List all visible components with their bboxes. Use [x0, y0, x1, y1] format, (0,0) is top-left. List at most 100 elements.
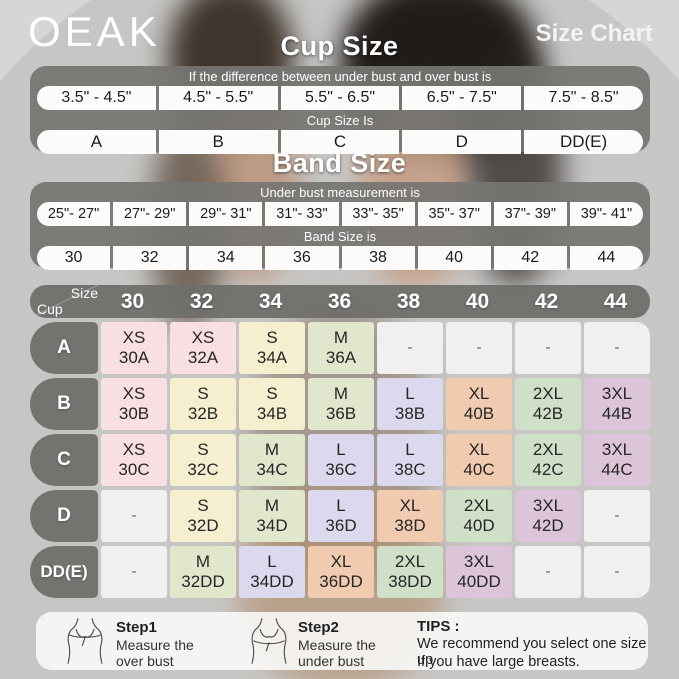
measurement-info-bar: Step1 Measure the over bust Step2 Measur… [36, 612, 648, 670]
band-size-panel: Under bust measurement is 25"- 27" 27"- 2… [30, 182, 650, 270]
size-cell: 2XL 38DD [377, 546, 443, 598]
band-size-is-caption: Band Size is [303, 229, 377, 244]
cup-letter-cell: B [158, 130, 278, 154]
brand-logo: OEAK [28, 8, 161, 55]
empty-size-cell: - [584, 322, 650, 374]
size-cell: M 32DD [170, 546, 236, 598]
size-cell: XS 30A [101, 322, 167, 374]
matrix-row: DD(E) - M 32DD L 34DD XL 36DD 2XL 38DD 3XL 40DD - - [30, 546, 650, 598]
tips-label: TIPS : [417, 618, 460, 635]
band-number-cell: 32 [113, 246, 187, 270]
cup-size-title: Cup Size [280, 31, 399, 61]
cup-letter-cell: A [37, 130, 156, 154]
size-col-header: 34 [258, 289, 283, 313]
empty-size-cell: - [101, 546, 167, 598]
band-range-row: 25"- 27" 27"- 29" 29"- 31" 31"- 33" 33"- 35"… [37, 202, 643, 226]
size-cell: 2XL 40D [446, 490, 512, 542]
cup-letter-row: A B C D DD(E) [37, 130, 643, 154]
size-cell: L 36D [308, 490, 374, 542]
measure-over-bust-icon [67, 618, 103, 664]
step1-label: Step1 [116, 619, 157, 636]
matrix-row: D - S 32D M 34D L 36D XL 38D 2XL 40D 3XL 42D - [30, 490, 650, 542]
band-number-cell: 36 [265, 246, 339, 270]
cup-range-cell: 6.5" - 7.5" [402, 86, 522, 110]
band-number-cell: 34 [189, 246, 263, 270]
corner-size-label: Size [70, 285, 98, 301]
cup-range-cell: 4.5" - 5.5" [158, 86, 278, 110]
band-range-cell: 35"- 37" [417, 202, 491, 226]
underbust-caption: Under bust measurement is [260, 185, 420, 200]
band-number-cell: 44 [569, 246, 643, 270]
corner-cup-label: Cup [37, 301, 63, 317]
size-cell: XL 40B [446, 378, 512, 430]
band-range-cell: 27"- 29" [113, 202, 187, 226]
band-range-cell: 31"- 33" [265, 202, 339, 226]
size-cell: 3XL 42D [515, 490, 581, 542]
cup-range-cell: 7.5" - 8.5" [524, 86, 643, 110]
band-range-cell: 29"- 31" [189, 202, 263, 226]
cup-range-cell: 3.5" - 4.5" [37, 86, 156, 110]
step2-label: Step2 [298, 619, 339, 636]
empty-size-cell: - [515, 322, 581, 374]
size-col-header: 32 [189, 289, 214, 313]
band-number-row: 30 32 34 36 38 40 42 44 [37, 246, 643, 270]
cup-letter-cell: D [402, 130, 522, 154]
cup-row-pill: C [30, 434, 98, 486]
size-col-header: 42 [534, 289, 559, 313]
band-number-cell: 38 [341, 246, 415, 270]
cup-size-panel: If the difference between under bust and… [30, 66, 650, 154]
empty-size-cell: - [584, 490, 650, 542]
size-col-header: 38 [396, 289, 421, 313]
cup-diff-caption: If the difference between under bust and… [188, 69, 492, 84]
band-range-cell: 37"- 39" [493, 202, 567, 226]
cup-row-pill: B [30, 378, 98, 430]
size-cell: M 34C [239, 434, 305, 486]
size-col-header: 44 [603, 289, 628, 313]
matrix-row: C XS 30C S 32C M 34C L 36C L 38C XL 40C 2XL 42C 3XL 44C [30, 434, 650, 486]
empty-size-cell: - [101, 490, 167, 542]
cup-range-row: 3.5" - 4.5" 4.5" - 5.5" 5.5" - 6.5" 6.5" - … [37, 86, 643, 110]
size-cell: L 36C [308, 434, 374, 486]
matrix-header: Size Cup 30 32 34 36 38 40 42 44 [30, 285, 650, 318]
band-number-cell: 30 [37, 246, 111, 270]
empty-size-cell: - [515, 546, 581, 598]
measure-under-bust-icon [251, 618, 287, 664]
empty-size-cell: - [377, 322, 443, 374]
cup-row-pill: DD(E) [30, 546, 98, 598]
size-cell: XS 32A [170, 322, 236, 374]
empty-size-cell: - [446, 322, 512, 374]
size-cell: S 32C [170, 434, 236, 486]
size-cell: S 34B [239, 378, 305, 430]
band-range-cell: 39"- 41" [569, 202, 643, 226]
size-matrix: Size Cup 30 32 34 36 38 40 42 44 A XS 30A XS 32A S 34… [30, 285, 650, 598]
size-cell: 3XL 40DD [446, 546, 512, 598]
matrix-row: B XS 30B S 32B S 34B M 36B L 38B XL 40B 2XL 42B 3XL 44B [30, 378, 650, 430]
cup-letter-cell: DD(E) [524, 130, 643, 154]
size-cell: 2XL 42B [515, 378, 581, 430]
step1-text: Measure the over bust [116, 637, 194, 670]
size-cell: L 38B [377, 378, 443, 430]
size-cell: L 34DD [239, 546, 305, 598]
size-cell: XS 30C [101, 434, 167, 486]
matrix-row: A XS 30A XS 32A S 34A M 36A - - - - [30, 322, 650, 374]
size-cell: 2XL 42C [515, 434, 581, 486]
cup-range-cell: 5.5" - 6.5" [280, 86, 400, 110]
size-cell: S 32D [170, 490, 236, 542]
band-range-cell: 33"- 35" [341, 202, 415, 226]
cup-letter-cell: C [280, 130, 400, 154]
matrix-corner: Size Cup [30, 285, 98, 318]
size-cell: S 32B [170, 378, 236, 430]
size-cell: M 36B [308, 378, 374, 430]
size-cell: M 34D [239, 490, 305, 542]
size-cell: M 36A [308, 322, 374, 374]
size-col-header: 40 [465, 289, 490, 313]
size-cell: S 34A [239, 322, 305, 374]
tips-line-1: We recommend you select one size up [417, 636, 647, 668]
size-cell: XL 40C [446, 434, 512, 486]
cup-row-pill: D [30, 490, 98, 542]
page-title: Size Chart [535, 20, 653, 47]
size-col-header: 36 [327, 289, 352, 313]
empty-size-cell: - [584, 546, 650, 598]
size-cell: XL 36DD [308, 546, 374, 598]
cup-size-is-caption: Cup Size Is [306, 113, 374, 128]
